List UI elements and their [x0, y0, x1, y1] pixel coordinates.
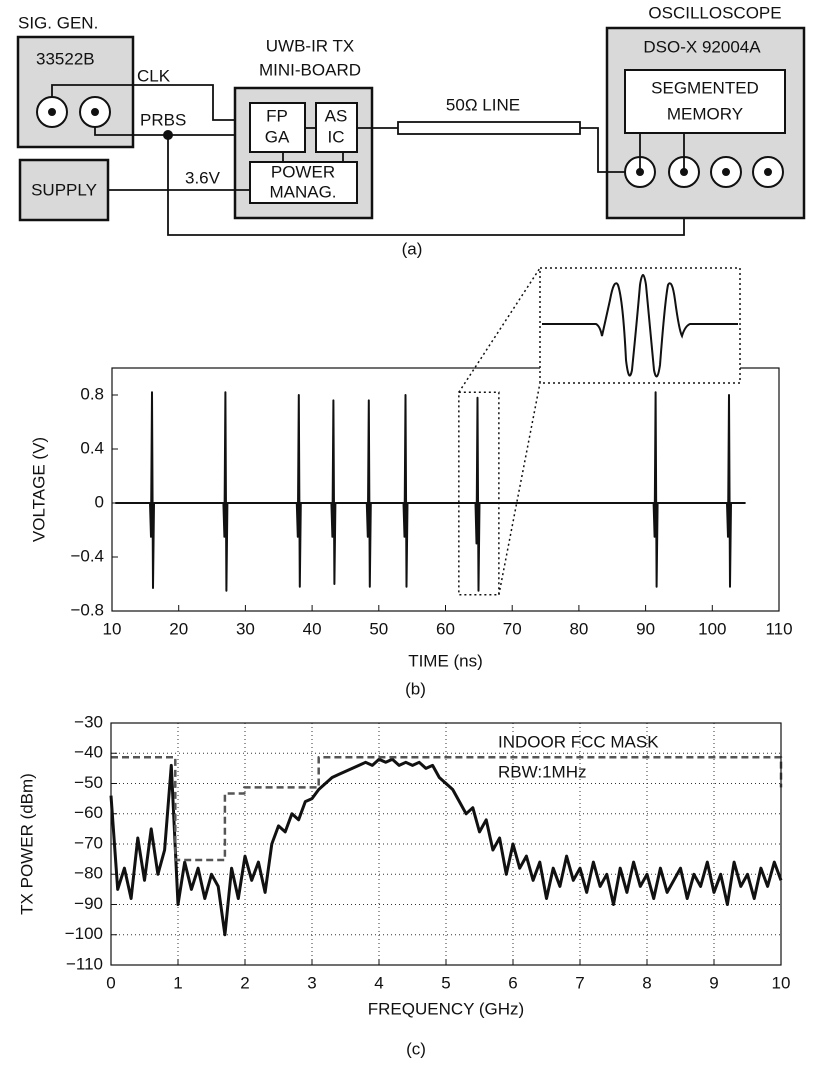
- y-tick-label: −0.8: [70, 600, 104, 619]
- line-label: 50Ω LINE: [446, 95, 520, 114]
- annotation: RBW:1MHz: [498, 762, 586, 781]
- charts: 10 20 30 40 50 60 70 80 90 100 110−0.8−0.400.40.8T…: [17, 267, 793, 1058]
- x-tick-label: 20: [169, 619, 188, 638]
- inset: [539, 267, 741, 384]
- board-title: UWB-IR TX: [266, 36, 354, 55]
- wire: [580, 127, 640, 173]
- x-tick-label: 30: [236, 619, 255, 638]
- caption: (a): [402, 239, 423, 258]
- voltage-label: 3.6V: [185, 168, 221, 187]
- plot-frame: [111, 367, 780, 612]
- x-tick-label: 10: [772, 973, 791, 992]
- zoom-line: [498, 382, 541, 595]
- highlight-box: [458, 391, 500, 596]
- y-tick-label: −0.4: [70, 546, 104, 565]
- y-tick-label: 0.4: [80, 438, 104, 457]
- connector-pin: [48, 108, 56, 116]
- memory-label: SEGMENTED: [651, 78, 759, 97]
- x-tick-label: 5: [441, 973, 450, 992]
- y-tick-label: −50: [74, 773, 103, 792]
- y-tick-label: −70: [74, 833, 103, 852]
- x-tick-label: 2: [240, 973, 249, 992]
- series-line: [115, 391, 746, 592]
- series-line: [109, 757, 783, 937]
- x-tick-label: 9: [709, 973, 718, 992]
- asic-label: IC: [328, 127, 345, 146]
- x-tick-label: 110: [765, 619, 792, 638]
- sig-gen-model: 33522B: [36, 49, 95, 68]
- y-tick-label: −30: [74, 712, 103, 731]
- fpga-label: GA: [265, 127, 290, 146]
- inset-waveform: [542, 274, 738, 378]
- power-box: [249, 161, 358, 204]
- x-tick-label: 4: [374, 973, 383, 992]
- x-tick-label: 0: [106, 973, 115, 992]
- y-tick-label: −80: [74, 864, 103, 883]
- y-axis-label: VOLTAGE (V): [29, 437, 48, 542]
- connector-pin: [91, 108, 99, 116]
- caption: (c): [406, 1039, 426, 1058]
- scope-title: OSCILLOSCOPE: [648, 3, 781, 22]
- sig-gen-title: SIG. GEN.: [18, 13, 98, 32]
- x-tick-label: 3: [307, 973, 316, 992]
- y-tick-label: 0.8: [80, 384, 104, 403]
- series-line: [111, 755, 783, 862]
- y-axis-label: TX POWER (dBm): [17, 773, 36, 915]
- prbs-label: PRBS: [140, 110, 186, 129]
- memory-label: MEMORY: [667, 104, 743, 123]
- fpga-label: FP: [266, 106, 288, 125]
- x-tick-label: 1: [173, 973, 182, 992]
- y-tick-label: 0: [95, 492, 104, 511]
- asic-label: AS: [325, 106, 348, 125]
- board-title: MINI-BOARD: [259, 60, 361, 79]
- y-tick-label: −110: [66, 954, 103, 973]
- plot-area: [112, 368, 779, 611]
- clk-wire: [51, 84, 250, 121]
- x-tick-label: 10: [103, 619, 122, 638]
- power-label: MANAG.: [269, 182, 336, 201]
- x-tick-label: 50: [369, 619, 388, 638]
- caption: (b): [405, 679, 426, 698]
- x-tick-label: 60: [436, 619, 455, 638]
- y-tick-label: −90: [74, 894, 103, 913]
- sig-gen-box: [16, 35, 135, 149]
- plot-frame: [110, 722, 782, 966]
- x-axis-label: FREQUENCY (GHz): [368, 999, 524, 1018]
- x-axis-label: TIME (ns): [408, 651, 483, 670]
- x-tick-label: 7: [575, 973, 584, 992]
- y-tick-label: −40: [74, 743, 103, 762]
- x-tick-label: 100: [698, 619, 726, 638]
- connector-pin: [722, 168, 730, 176]
- power-label: POWER: [271, 162, 335, 181]
- x-tick-label: 6: [508, 973, 517, 992]
- transmission-line: [397, 121, 581, 135]
- memory-box: [624, 69, 786, 134]
- y-tick-label: −60: [74, 803, 103, 822]
- x-tick-label: 8: [642, 973, 651, 992]
- connector-pin: [764, 168, 772, 176]
- annotation: INDOOR FCC MASK: [498, 732, 659, 751]
- supply-box: [18, 158, 110, 222]
- x-tick-label: 40: [303, 619, 322, 638]
- scope-model: DSO-X 92004A: [643, 37, 761, 56]
- x-tick-label: 70: [503, 619, 522, 638]
- clk-label: CLK: [137, 66, 171, 85]
- y-tick-label: −100: [65, 924, 103, 943]
- x-tick-label: 90: [636, 619, 655, 638]
- block-diagram: SIG. GEN. 33522B CLK PRBS UWB-IR TX MINI…: [16, 3, 806, 258]
- junction: [163, 130, 173, 140]
- x-tick-label: 80: [569, 619, 588, 638]
- fpga-box: [249, 102, 306, 153]
- supply-label: SUPPLY: [31, 180, 97, 199]
